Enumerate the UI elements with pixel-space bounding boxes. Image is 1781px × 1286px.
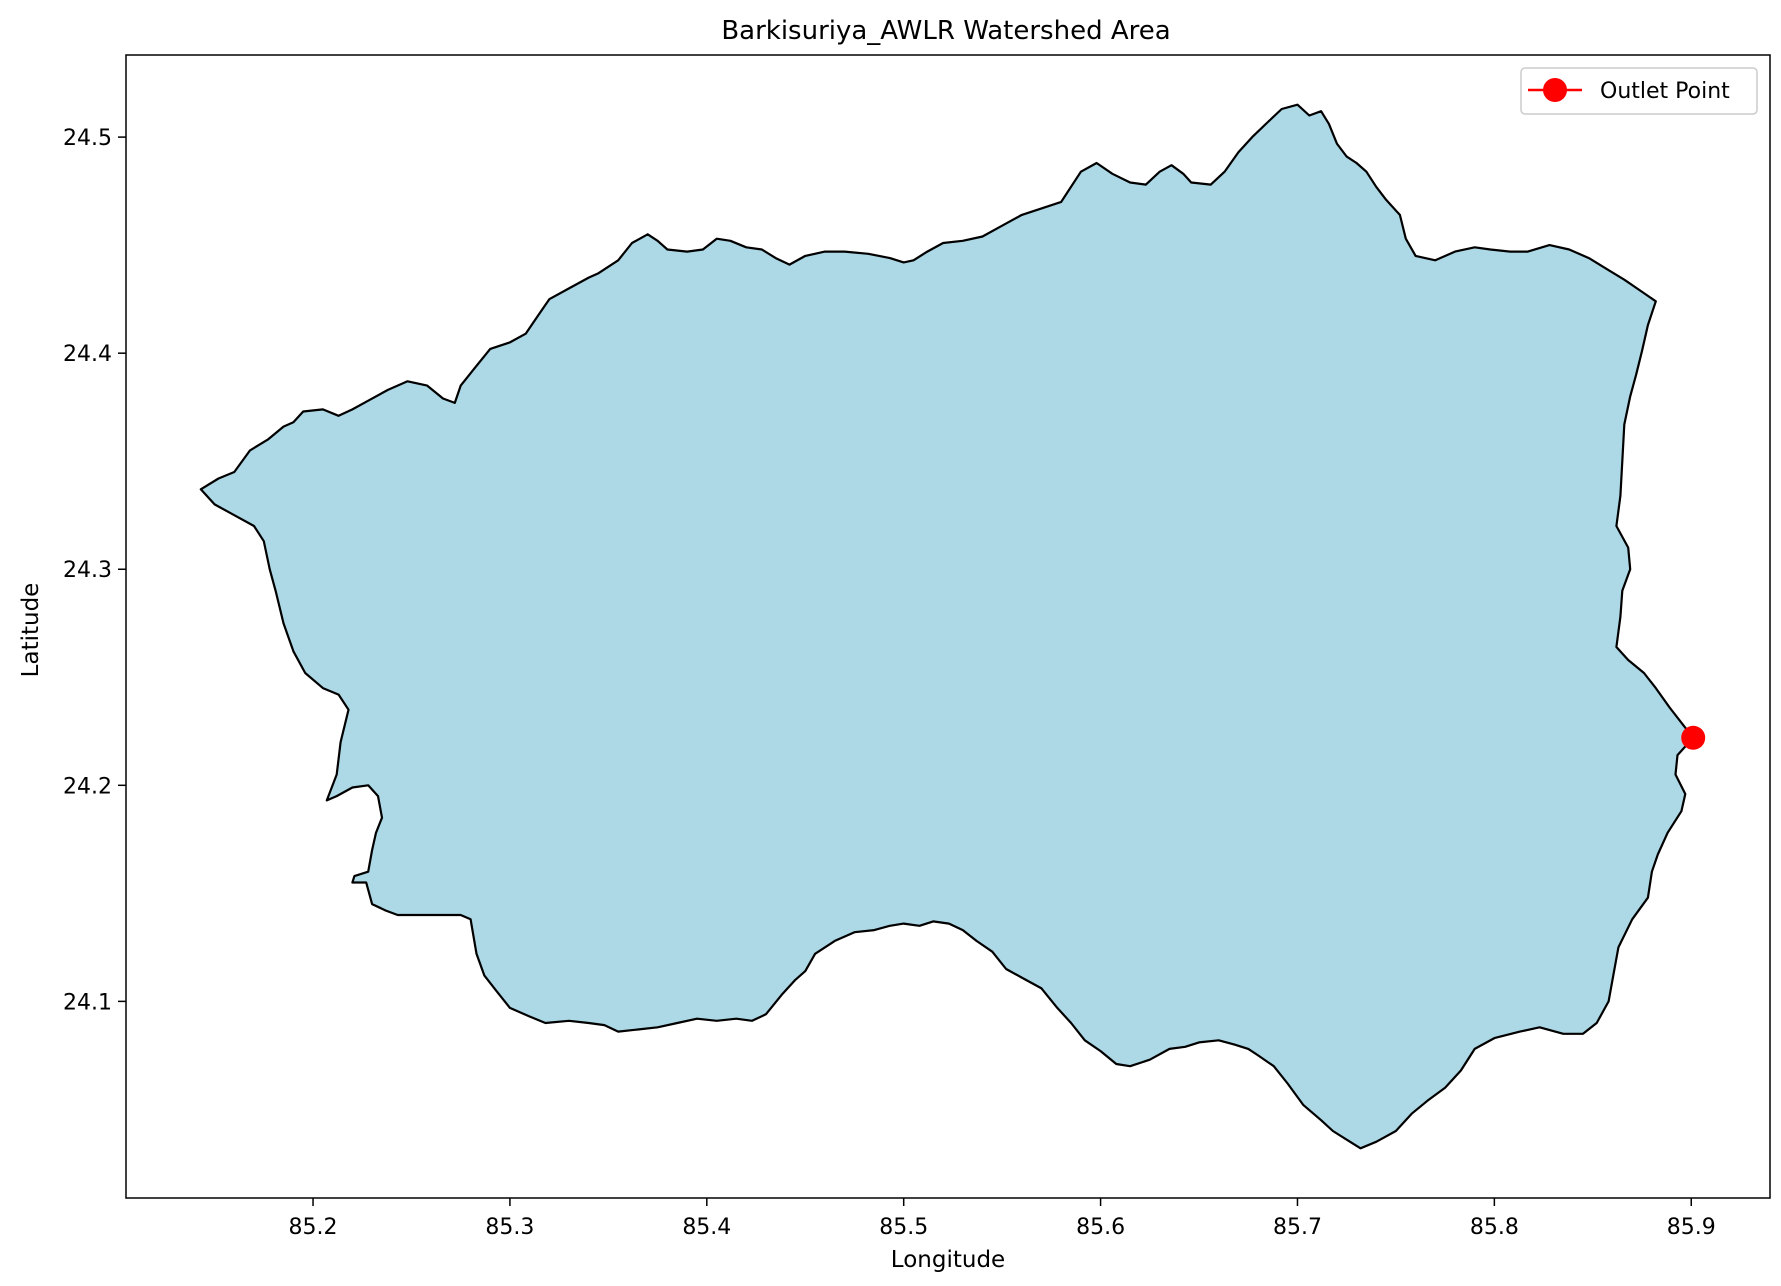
outlet-point-marker [1681, 725, 1706, 750]
legend: Outlet Point [1520, 67, 1758, 115]
x-tick-label: 85.2 [289, 1215, 338, 1240]
y-tick-label: 24.2 [63, 774, 112, 799]
x-axis-label: Longitude [891, 1247, 1005, 1273]
y-tick-label: 24.3 [63, 558, 112, 583]
legend-marker-sample [1543, 78, 1567, 102]
x-tick-label: 85.8 [1470, 1215, 1519, 1240]
x-tick-label: 85.6 [1076, 1215, 1125, 1240]
x-tick-label: 85.4 [682, 1215, 731, 1240]
y-tick-label: 24.5 [63, 126, 112, 151]
watershed-polygon [199, 103, 1695, 1150]
chart-title: Barkisuriya_AWLR Watershed Area [721, 16, 1170, 46]
plot-frame [125, 54, 1771, 1199]
x-tick-label: 85.5 [879, 1215, 928, 1240]
legend-label-outlet-point: Outlet Point [1600, 79, 1730, 104]
y-tick-label: 24.4 [63, 342, 112, 367]
x-tick-label: 85.3 [485, 1215, 534, 1240]
x-tick-label: 85.9 [1667, 1215, 1716, 1240]
x-tick-label: 85.7 [1273, 1215, 1322, 1240]
x-axis-ticks: 85.2 85.3 85.4 85.5 85.6 85.7 85.8 85.9 [289, 1198, 1716, 1240]
y-tick-label: 24.1 [63, 990, 112, 1015]
y-axis-ticks: 24.1 24.2 24.3 24.4 24.5 [63, 126, 126, 1015]
y-axis-label: Latitude [18, 583, 44, 678]
legend-box [1520, 67, 1758, 115]
